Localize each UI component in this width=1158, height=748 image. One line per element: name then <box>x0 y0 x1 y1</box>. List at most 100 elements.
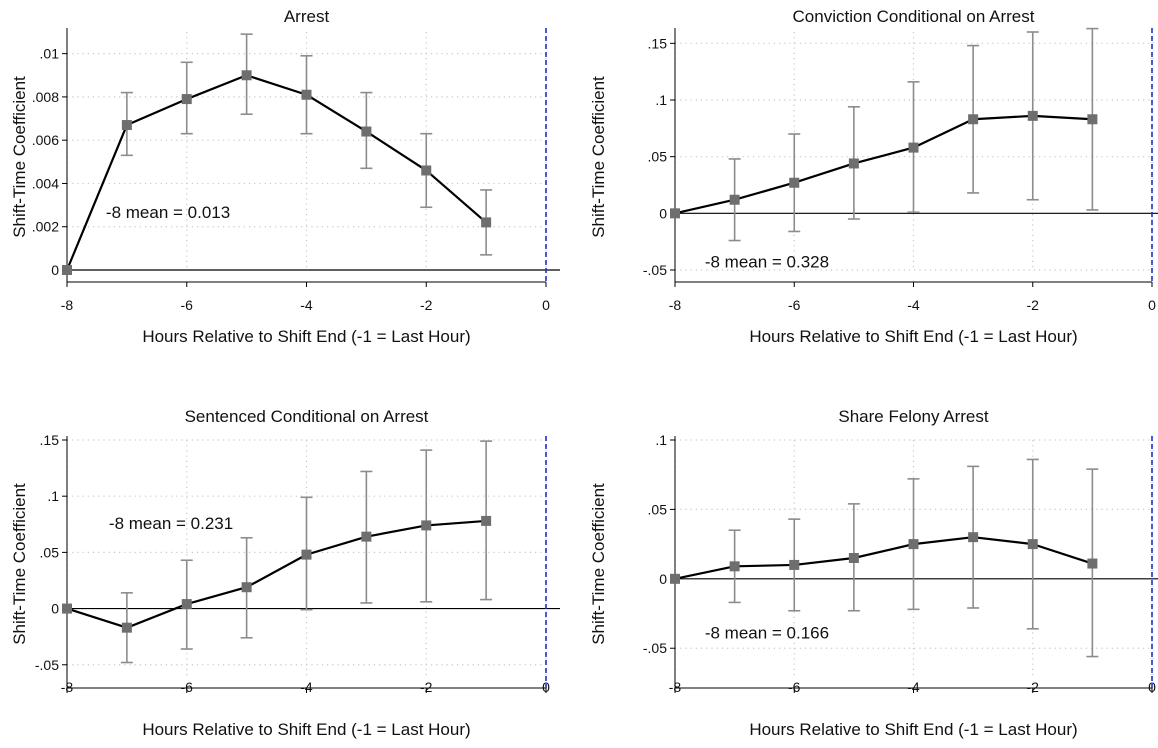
series-line <box>66 519 487 629</box>
x-axis-label: Hours Relative to Shift End (-1 = Last H… <box>749 720 1077 739</box>
panel-arrest: Arrest 0 .002 .004 .006 .008 .01 -8 -6 -4 -2 0 Hours… <box>0 0 579 374</box>
series-line <box>674 536 1093 580</box>
x-tick-label: 0 <box>542 297 550 313</box>
y-tick-label: .05 <box>648 501 668 517</box>
data-point <box>481 217 492 228</box>
x-tick-label: -4 <box>907 679 920 695</box>
x-tick-label: -8 <box>669 297 682 313</box>
y-axis-label: Shift-Time Coefficient <box>589 483 608 645</box>
mean-annotation: -8 mean = 0.328 <box>705 253 829 272</box>
data-point <box>848 158 859 169</box>
data-point <box>1087 114 1098 125</box>
y-tick-label: .008 <box>32 89 59 105</box>
data-point <box>729 561 740 572</box>
x-tick-label: 0 <box>1148 297 1156 313</box>
data-point <box>1087 558 1098 569</box>
chart-svg-arrest: Arrest 0 .002 .004 .006 .008 .01 -8 -6 -4 -2 0 Hours… <box>10 7 560 346</box>
panel-felony: Share Felony Arrest -.05 0 .05 .1 -8 -6 -4 -2 0 Ho… <box>579 374 1158 748</box>
y-tick-label: .004 <box>32 175 59 191</box>
y-tick-label: .05 <box>648 149 668 165</box>
y-axis-label: Shift-Time Coefficient <box>10 76 29 238</box>
series-line <box>65 74 487 271</box>
chart-title: Share Felony Arrest <box>838 407 989 426</box>
data-point <box>670 573 680 584</box>
chart-svg-conviction: Conviction Conditional on Arrest -.05 0 .05… <box>589 7 1158 346</box>
data-point <box>181 599 192 610</box>
y-tick-label: .002 <box>32 219 59 235</box>
x-tick-label: -2 <box>420 297 433 313</box>
x-tick-label: -2 <box>1027 679 1040 695</box>
x-tick-label: -4 <box>300 297 313 313</box>
x-axis-label: Hours Relative to Shift End (-1 = Last H… <box>142 720 470 739</box>
data-point <box>62 603 72 614</box>
mean-annotation: -8 mean = 0.166 <box>705 624 829 643</box>
y-tick-label: 0 <box>659 205 667 221</box>
y-tick-label: .15 <box>648 35 668 51</box>
y-axis-label: Shift-Time Coefficient <box>589 76 608 238</box>
y-axis-label: Shift-Time Coefficient <box>10 483 29 645</box>
data-point <box>1027 110 1038 121</box>
series-line <box>674 114 1093 215</box>
x-tick-label: -2 <box>1027 297 1040 313</box>
data-point <box>121 120 132 131</box>
data-point <box>301 549 312 560</box>
data-point <box>121 622 132 633</box>
data-point <box>62 265 72 275</box>
mean-annotation: -8 mean = 0.013 <box>106 203 230 222</box>
x-tick-label: 0 <box>1148 679 1156 695</box>
data-point <box>421 165 432 176</box>
data-point <box>421 520 432 531</box>
data-point <box>789 559 800 570</box>
mean-annotation: -8 mean = 0.231 <box>109 514 233 533</box>
data-point <box>968 114 979 125</box>
data-point <box>181 94 192 105</box>
panel-sentenced: Sentenced Conditional on Arrest -.05 0 .05.… <box>0 374 579 748</box>
data-point <box>670 208 680 219</box>
x-tick-label: -4 <box>300 679 313 695</box>
panel-conviction: Conviction Conditional on Arrest -.05 0 .05… <box>579 0 1158 374</box>
x-tick-label: -8 <box>61 297 74 313</box>
x-tick-label: -4 <box>907 297 920 313</box>
data-point <box>908 142 919 153</box>
x-tick-label: -2 <box>420 679 433 695</box>
y-tick-label: .05 <box>40 544 60 560</box>
y-tick-label: .1 <box>655 92 667 108</box>
x-tick-label: -6 <box>181 297 194 313</box>
data-point <box>848 553 859 563</box>
x-tick-label: -6 <box>788 679 801 695</box>
x-axis-label: Hours Relative to Shift End (-1 = Last H… <box>749 327 1077 346</box>
y-tick-label: 0 <box>51 601 59 617</box>
x-tick-label: -8 <box>669 679 682 695</box>
chart-title: Arrest <box>284 7 330 26</box>
y-tick-label: .006 <box>32 132 59 148</box>
data-point <box>1027 539 1038 550</box>
data-point <box>361 126 372 137</box>
y-tick-label: -.05 <box>643 262 667 278</box>
x-tick-label: -6 <box>788 297 801 313</box>
data-point <box>968 532 979 543</box>
y-tick-label: .1 <box>47 488 59 504</box>
x-tick-label: -8 <box>61 679 74 695</box>
y-tick-label: -.05 <box>643 640 667 656</box>
chart-title: Sentenced Conditional on Arrest <box>185 407 429 426</box>
y-tick-label: .01 <box>40 46 60 62</box>
chart-title: Conviction Conditional on Arrest <box>793 7 1035 26</box>
data-point <box>361 531 372 542</box>
y-tick-label: .15 <box>40 432 60 448</box>
x-tick-label: -6 <box>181 679 194 695</box>
data-point <box>481 515 492 526</box>
chart-svg-felony: Share Felony Arrest -.05 0 .05 .1 -8 -6 -4 -2 0 Ho… <box>589 407 1158 739</box>
y-tick-label: -.05 <box>35 657 59 673</box>
y-tick-label: .1 <box>655 432 667 448</box>
data-point <box>241 70 252 81</box>
data-point <box>908 539 919 550</box>
y-tick-label: 0 <box>659 571 667 587</box>
data-point <box>301 89 312 100</box>
y-tick-label: 0 <box>51 262 59 278</box>
chart-svg-sentenced: Sentenced Conditional on Arrest -.05 0 .05.… <box>10 407 560 739</box>
data-point <box>729 194 740 205</box>
data-point <box>241 582 252 593</box>
x-tick-label: 0 <box>542 679 550 695</box>
data-point <box>789 177 800 188</box>
